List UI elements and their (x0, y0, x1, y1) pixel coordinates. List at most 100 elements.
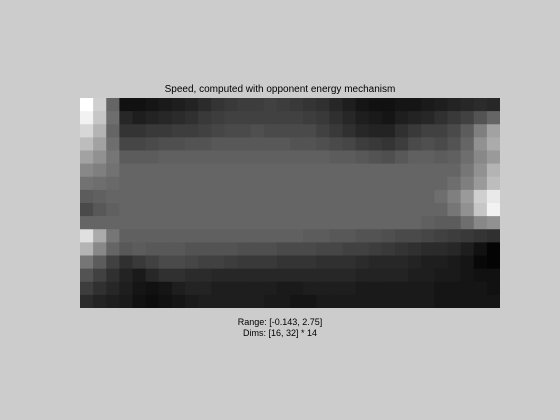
range-label: Range: [-0.143, 2.75] (237, 317, 323, 327)
heatmap-cell (434, 242, 448, 256)
heatmap-cell (171, 111, 186, 125)
heatmap-cell (316, 294, 330, 308)
heatmap-cell (250, 98, 265, 112)
heatmap-cell (198, 98, 212, 112)
heatmap-cell (303, 163, 317, 178)
heatmap-cell (93, 216, 107, 230)
heatmap-cell (145, 98, 160, 112)
heatmap-cell (290, 229, 304, 243)
heatmap-cell (171, 176, 186, 191)
heatmap-cell (132, 203, 147, 217)
heatmap-cell (106, 216, 120, 230)
heatmap-cell (316, 176, 330, 191)
heatmap-cell (132, 137, 147, 151)
heatmap-cell (132, 255, 147, 270)
heatmap-cell (263, 216, 278, 230)
heatmap-cell (408, 203, 422, 217)
heatmap-cell (447, 216, 462, 230)
heatmap-cell (303, 176, 317, 191)
heatmap-cell (486, 203, 500, 217)
heatmap-cell (237, 111, 252, 125)
heatmap-cell (355, 242, 370, 256)
heatmap-cell (158, 189, 173, 204)
heatmap-cell (395, 176, 409, 191)
heatmap-cell (106, 203, 120, 217)
heatmap-cell (145, 242, 160, 256)
heatmap-cell (145, 229, 160, 243)
heatmap-cell (250, 255, 265, 270)
heatmap-cell (106, 255, 120, 270)
heatmap-cell (395, 281, 409, 296)
heatmap-cell (460, 137, 475, 151)
heatmap-cell (368, 137, 383, 151)
heatmap-cell (250, 242, 265, 256)
heatmap-cell (171, 268, 186, 283)
heatmap-cell (237, 229, 252, 243)
heatmap-cell (237, 203, 252, 217)
heatmap-cell (132, 229, 147, 243)
heatmap-cell (342, 255, 357, 270)
heatmap-cell (158, 216, 173, 230)
heatmap-cell (119, 137, 133, 151)
heatmap-cell (381, 216, 396, 230)
heatmap-cell (460, 216, 475, 230)
heatmap-cell (329, 203, 343, 217)
heatmap-cell (473, 268, 488, 283)
heatmap-cell (486, 124, 500, 138)
heatmap-cell (106, 268, 120, 283)
heatmap-cell (473, 281, 488, 296)
heatmap-cell (158, 229, 173, 243)
heatmap-cell (434, 216, 448, 230)
heatmap-cell (368, 203, 383, 217)
heatmap-cell (237, 294, 252, 308)
heatmap-cell (447, 189, 462, 204)
heatmap-cell (250, 281, 265, 296)
heatmap-cell (355, 203, 370, 217)
heatmap-cell (395, 163, 409, 178)
heatmap-cell (447, 176, 462, 191)
heatmap-cell (158, 163, 173, 178)
heatmap-cell (224, 242, 238, 256)
heatmap-cell (486, 137, 500, 151)
heatmap-cell (303, 268, 317, 283)
heatmap-cell (486, 281, 500, 296)
heatmap-cell (119, 255, 133, 270)
heatmap-cell (106, 98, 120, 112)
heatmap-cell (303, 242, 317, 256)
heatmap-cell (434, 111, 448, 125)
heatmap-cell (171, 216, 186, 230)
heatmap-cell (473, 124, 488, 138)
heatmap-cell (355, 294, 370, 308)
heatmap-cell (158, 294, 173, 308)
heatmap-cell (460, 176, 475, 191)
heatmap-cell (290, 255, 304, 270)
heatmap-cell (80, 150, 94, 165)
heatmap-cell (93, 203, 107, 217)
heatmap-cell (408, 229, 422, 243)
heatmap-cell (80, 242, 94, 256)
heatmap-cell (276, 98, 291, 112)
heatmap-cell (381, 137, 396, 151)
heatmap-cell (486, 255, 500, 270)
heatmap-cell (486, 268, 500, 283)
dims-label: Dims: [16, 32] * 14 (242, 328, 318, 338)
heatmap-cell (342, 124, 357, 138)
heatmap-cell (368, 281, 383, 296)
heatmap-cell (408, 281, 422, 296)
heatmap-cell (421, 98, 435, 112)
heatmap-cell (211, 281, 225, 296)
heatmap-cell (185, 176, 199, 191)
heatmap-cell (316, 98, 330, 112)
heatmap-cell (211, 203, 225, 217)
heatmap-cell (368, 163, 383, 178)
heatmap-cell (276, 111, 291, 125)
heatmap-cell (290, 268, 304, 283)
heatmap-cell (355, 163, 370, 178)
heatmap-cell (486, 176, 500, 191)
heatmap-cell (434, 203, 448, 217)
heatmap-cell (198, 229, 212, 243)
heatmap-cell (119, 242, 133, 256)
heatmap-cell (473, 203, 488, 217)
heatmap-cell (263, 268, 278, 283)
